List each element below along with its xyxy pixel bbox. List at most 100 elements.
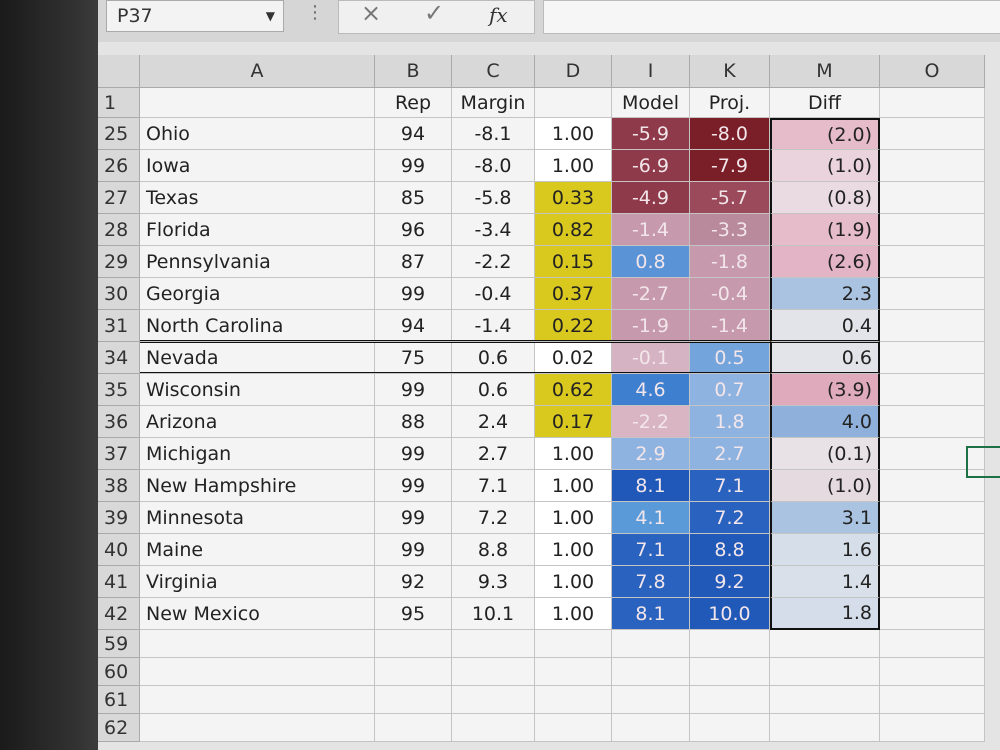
d-cell[interactable]: 0.37 — [535, 278, 612, 310]
rep-cell[interactable]: 94 — [375, 310, 452, 342]
diff-cell[interactable]: 0.6 — [770, 342, 880, 374]
rep-cell[interactable]: 99 — [375, 438, 452, 470]
proj-cell[interactable]: 0.5 — [690, 342, 770, 374]
empty-cell[interactable] — [770, 630, 880, 658]
state-cell[interactable]: North Carolina — [140, 310, 375, 342]
empty-cell[interactable] — [140, 658, 375, 686]
d-cell[interactable]: 1.00 — [535, 438, 612, 470]
proj-cell[interactable]: 8.8 — [690, 534, 770, 566]
model-cell[interactable]: 7.1 — [612, 534, 690, 566]
empty-cell[interactable] — [452, 714, 535, 742]
proj-cell[interactable]: -8.0 — [690, 118, 770, 150]
d-cell[interactable]: 0.02 — [535, 342, 612, 374]
d-cell[interactable]: 1.00 — [535, 598, 612, 630]
rep-cell[interactable]: 85 — [375, 182, 452, 214]
d-cell[interactable]: 1.00 — [535, 118, 612, 150]
empty-cell[interactable] — [880, 598, 985, 630]
row-header[interactable]: 26 — [98, 150, 140, 182]
rep-cell[interactable]: 99 — [375, 374, 452, 406]
header-cell-I[interactable]: Model — [612, 88, 690, 118]
header-cell-A[interactable] — [140, 88, 375, 118]
header-cell-O[interactable] — [880, 88, 985, 118]
rep-cell[interactable]: 75 — [375, 342, 452, 374]
proj-cell[interactable]: 10.0 — [690, 598, 770, 630]
empty-cell[interactable] — [612, 714, 690, 742]
state-cell[interactable]: Georgia — [140, 278, 375, 310]
rep-cell[interactable]: 99 — [375, 278, 452, 310]
d-cell[interactable]: 0.17 — [535, 406, 612, 438]
row-header[interactable]: 61 — [98, 686, 140, 714]
empty-cell[interactable] — [770, 714, 880, 742]
header-cell-K[interactable]: Proj. — [690, 88, 770, 118]
row-header[interactable]: 1 — [98, 88, 140, 118]
column-header-O[interactable]: O — [880, 55, 985, 88]
dropdown-icon[interactable]: ▼ — [265, 9, 275, 23]
empty-cell[interactable] — [140, 686, 375, 714]
empty-cell[interactable] — [612, 630, 690, 658]
state-cell[interactable]: Florida — [140, 214, 375, 246]
state-cell[interactable]: Iowa — [140, 150, 375, 182]
row-header[interactable]: 41 — [98, 566, 140, 598]
proj-cell[interactable]: -1.8 — [690, 246, 770, 278]
model-cell[interactable]: 8.1 — [612, 598, 690, 630]
model-cell[interactable]: -5.9 — [612, 118, 690, 150]
row-header[interactable]: 38 — [98, 470, 140, 502]
column-header-K[interactable]: K — [690, 55, 770, 88]
header-cell-D[interactable] — [535, 88, 612, 118]
empty-cell[interactable] — [690, 714, 770, 742]
row-header[interactable]: 25 — [98, 118, 140, 150]
model-cell[interactable]: -1.4 — [612, 214, 690, 246]
state-cell[interactable]: Wisconsin — [140, 374, 375, 406]
empty-cell[interactable] — [690, 658, 770, 686]
empty-cell[interactable] — [452, 686, 535, 714]
empty-cell[interactable] — [452, 658, 535, 686]
d-cell[interactable]: 0.82 — [535, 214, 612, 246]
row-header[interactable]: 39 — [98, 502, 140, 534]
rep-cell[interactable]: 92 — [375, 566, 452, 598]
margin-cell[interactable]: 0.6 — [452, 374, 535, 406]
empty-cell[interactable] — [612, 658, 690, 686]
model-cell[interactable]: 7.8 — [612, 566, 690, 598]
margin-cell[interactable]: -3.4 — [452, 214, 535, 246]
empty-cell[interactable] — [880, 342, 985, 374]
d-cell[interactable]: 1.00 — [535, 566, 612, 598]
d-cell[interactable]: 1.00 — [535, 534, 612, 566]
empty-cell[interactable] — [880, 502, 985, 534]
empty-cell[interactable] — [375, 714, 452, 742]
row-header[interactable]: 40 — [98, 534, 140, 566]
model-cell[interactable]: 2.9 — [612, 438, 690, 470]
empty-cell[interactable] — [375, 686, 452, 714]
d-cell[interactable]: 1.00 — [535, 150, 612, 182]
d-cell[interactable]: 0.15 — [535, 246, 612, 278]
model-cell[interactable]: -6.9 — [612, 150, 690, 182]
margin-cell[interactable]: -1.4 — [452, 310, 535, 342]
d-cell[interactable]: 0.62 — [535, 374, 612, 406]
enter-icon[interactable]: ✓ — [424, 0, 445, 27]
empty-cell[interactable] — [535, 686, 612, 714]
proj-cell[interactable]: -1.4 — [690, 310, 770, 342]
diff-cell[interactable]: 3.1 — [770, 502, 880, 534]
selected-cell-indicator[interactable] — [966, 446, 1000, 478]
empty-cell[interactable] — [770, 686, 880, 714]
state-cell[interactable]: Nevada — [140, 342, 375, 374]
margin-cell[interactable]: -5.8 — [452, 182, 535, 214]
empty-cell[interactable] — [770, 658, 880, 686]
model-cell[interactable]: -2.7 — [612, 278, 690, 310]
margin-cell[interactable]: -8.1 — [452, 118, 535, 150]
cancel-icon[interactable]: × — [361, 0, 382, 27]
empty-cell[interactable] — [880, 406, 985, 438]
rep-cell[interactable]: 87 — [375, 246, 452, 278]
empty-cell[interactable] — [880, 714, 985, 742]
row-header[interactable]: 34 — [98, 342, 140, 374]
margin-cell[interactable]: -0.4 — [452, 278, 535, 310]
empty-cell[interactable] — [140, 714, 375, 742]
header-cell-B[interactable]: Rep — [375, 88, 452, 118]
drag-handle-icon[interactable]: ⋮ — [306, 2, 324, 23]
column-header-B[interactable]: B — [375, 55, 452, 88]
state-cell[interactable]: Virginia — [140, 566, 375, 598]
column-header-M[interactable]: M — [770, 55, 880, 88]
model-cell[interactable]: 8.1 — [612, 470, 690, 502]
proj-cell[interactable]: 0.7 — [690, 374, 770, 406]
margin-cell[interactable]: 0.6 — [452, 342, 535, 374]
proj-cell[interactable]: 9.2 — [690, 566, 770, 598]
